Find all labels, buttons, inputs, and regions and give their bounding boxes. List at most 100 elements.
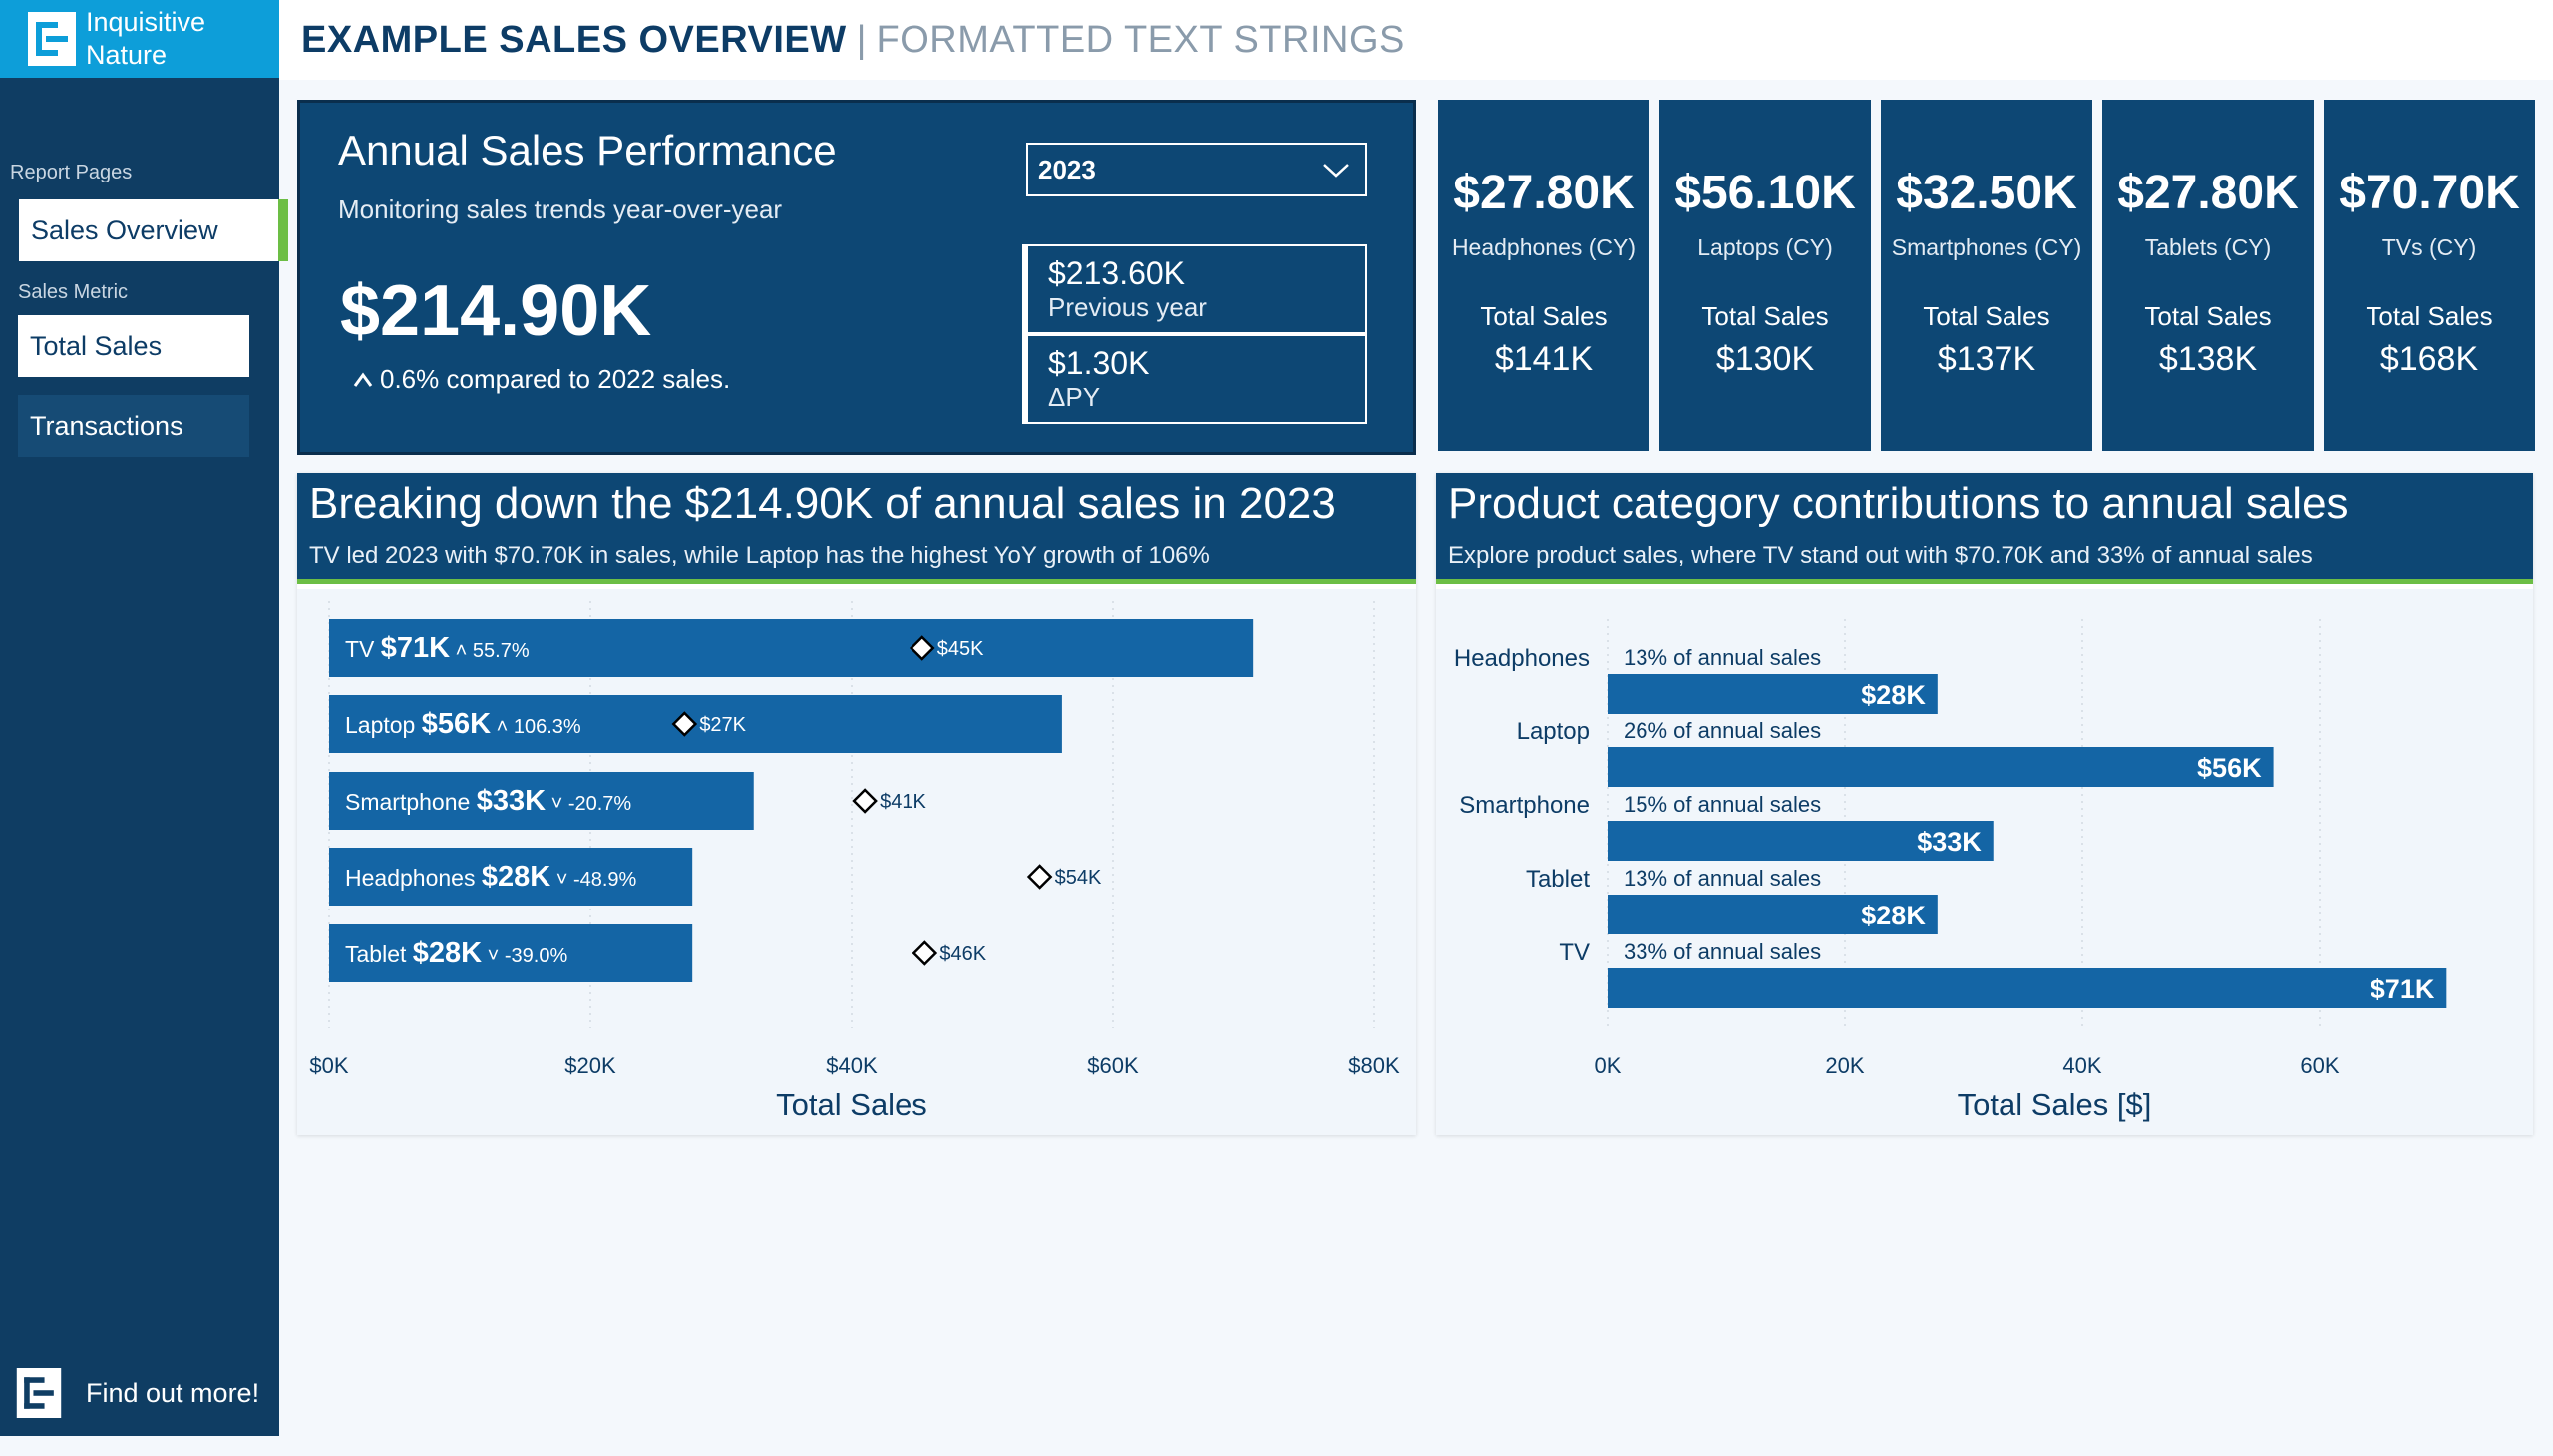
x-tick-label: 60K — [2300, 1053, 2339, 1078]
category-label: Tablet — [1526, 866, 1590, 893]
previous-year-marker[interactable] — [1026, 864, 1053, 890]
bar[interactable] — [329, 772, 754, 830]
kpi-category: TVs (CY) — [2381, 234, 2477, 260]
logo[interactable]: Inquisitive Nature — [0, 0, 279, 78]
previous-year-label: $45K — [937, 638, 984, 660]
previous-year-label: Previous year — [1048, 292, 1207, 322]
delta-py-box: $1.30K ΔPY — [1022, 334, 1367, 424]
x-tick-label: $0K — [309, 1053, 348, 1078]
category-label: TV — [1559, 939, 1590, 966]
kpi-total-label: Total Sales — [1923, 301, 2050, 331]
previous-year-marker[interactable] — [671, 711, 698, 737]
arrow-up-icon — [353, 372, 373, 387]
x-tick-label: 40K — [2062, 1053, 2101, 1078]
report-pages-label: Report Pages — [10, 162, 133, 183]
kpi-total-value: $138K — [2158, 340, 2258, 378]
x-tick-label: $20K — [564, 1053, 616, 1078]
bar-label: TV $71K ˄ 55.7% — [345, 632, 530, 664]
kpi-category: Laptops (CY) — [1697, 234, 1833, 260]
bar-label: Tablet $28K ˅ -39.0% — [345, 937, 567, 969]
share-label: 33% of annual sales — [1624, 939, 1821, 964]
kpi-total-value: $130K — [1715, 340, 1815, 378]
page-transactions[interactable]: Transactions — [18, 395, 249, 457]
bar-value-label: $28K — [1861, 680, 1926, 710]
bar-value-label: $71K — [2371, 974, 2435, 1004]
chevron-down-icon — [1323, 164, 1349, 178]
annual-sales-card: Annual Sales Performance Monitoring sale… — [297, 100, 1416, 455]
bar[interactable] — [1608, 747, 2274, 787]
kpi-total-label: Total Sales — [1701, 301, 1829, 331]
annual-total: $214.90K — [340, 271, 652, 351]
kpi-card-smartphones: $32.50K Smartphones (CY) Total Sales $13… — [1881, 100, 2092, 451]
kpi-value: $27.80K — [2117, 167, 2299, 219]
category-label: Laptop — [1517, 718, 1590, 745]
delta-py-label: ΔPY — [1048, 382, 1101, 412]
delta-py-value: $1.30K — [1048, 345, 1150, 381]
kpi-total-label: Total Sales — [2144, 301, 2272, 331]
bar[interactable] — [1608, 968, 2447, 1008]
annual-comparison: 0.6% compared to 2022 sales. — [352, 364, 730, 395]
year-dropdown[interactable]: 2023 — [1026, 143, 1367, 196]
breakdown-subtitle: TV led 2023 with $70.70K in sales, while… — [309, 543, 1210, 569]
previous-year-marker[interactable] — [912, 940, 938, 966]
previous-year-label: $46K — [939, 943, 986, 965]
share-label: 13% of annual sales — [1624, 645, 1821, 670]
bar[interactable] — [1608, 821, 1994, 861]
annual-title: Annual Sales Performance — [338, 127, 837, 174]
bar-label: Headphones $28K ˅ -48.9% — [345, 861, 637, 893]
find-out-more-label: Find out more! — [86, 1377, 260, 1408]
category-label: Smartphone — [1459, 792, 1590, 819]
contribution-subtitle: Explore product sales, where TV stand ou… — [1448, 543, 2313, 569]
share-label: 13% of annual sales — [1624, 866, 1821, 891]
logo-line-1: Inquisitive — [86, 7, 206, 37]
contribution-title: Product category contributions to annual… — [1448, 479, 2349, 528]
contribution-panel: Product category contributions to annual… — [1436, 473, 2533, 1135]
share-label: 26% of annual sales — [1624, 718, 1821, 743]
annual-subtitle: Monitoring sales trends year-over-year — [338, 194, 783, 224]
breakdown-chart: $0K $20K $40K $60K $80K Total Sales TV $71K ˄ … — [309, 601, 1400, 1122]
find-out-more-link[interactable]: Find out more! — [16, 1368, 259, 1418]
breakdown-panel: Breaking down the $214.90K of annual sal… — [297, 473, 1416, 1135]
kpi-total-label: Total Sales — [2366, 301, 2493, 331]
breakdown-chart-area: $0K $20K $40K $60K $80K Total Sales TV $71K ˄ … — [297, 589, 1416, 1135]
bar[interactable] — [329, 619, 1254, 677]
kpi-category: Smartphones (CY) — [1891, 234, 2082, 260]
bar[interactable] — [1608, 674, 1938, 714]
kpi-card-headphones: $27.80K Headphones (CY) Total Sales $141… — [1438, 100, 1649, 451]
x-tick-label: $60K — [1087, 1053, 1139, 1078]
kpi-total-value: $141K — [1494, 340, 1594, 378]
x-axis-title: Total Sales — [776, 1087, 927, 1122]
kpi-card-tvs: $70.70K TVs (CY) Total Sales $168K — [2324, 100, 2535, 451]
bar[interactable] — [329, 924, 693, 982]
previous-year-marker[interactable] — [852, 788, 878, 814]
bar-label: Laptop $56K ˄ 106.3% — [345, 708, 581, 740]
kpi-total-value: $137K — [1937, 340, 2036, 378]
share-label: 15% of annual sales — [1624, 792, 1821, 817]
previous-year-value: $213.60K — [1048, 255, 1186, 291]
bar[interactable] — [1608, 895, 1938, 934]
previous-year-label: $27K — [699, 714, 746, 736]
bar-value-label: $28K — [1861, 901, 1926, 930]
kpi-value: $27.80K — [1453, 167, 1635, 219]
logo-icon — [28, 12, 76, 66]
sales-metric-label: Sales Metric — [18, 281, 129, 303]
page-sales-overview[interactable]: Sales Overview — [19, 199, 288, 261]
previous-year-box: $213.60K Previous year — [1022, 244, 1367, 334]
breakdown-title: Breaking down the $214.90K of annual sal… — [309, 479, 1336, 528]
previous-year-marker[interactable] — [909, 635, 935, 661]
contribution-panel-header: Product category contributions to annual… — [1436, 473, 2533, 584]
x-tick-label: $80K — [1348, 1053, 1400, 1078]
sales-metric-select[interactable]: Total Sales — [18, 315, 249, 377]
kpi-value: $56.10K — [1674, 167, 1856, 219]
kpi-card-tablets: $27.80K Tablets (CY) Total Sales $138K — [2102, 100, 2314, 451]
contribution-chart-area: 0K 20K 40K 60K Total Sales [$] Headphones 13% … — [1436, 589, 2533, 1135]
bar[interactable] — [329, 848, 693, 906]
x-tick-label: 0K — [1595, 1053, 1622, 1078]
sidebar: Inquisitive Nature Report Pages Sales Ov… — [0, 0, 288, 1436]
kpi-total-label: Total Sales — [1480, 301, 1608, 331]
kpi-category: Headphones (CY) — [1451, 234, 1637, 260]
logo-small-icon — [16, 1368, 62, 1418]
category-label: Headphones — [1454, 645, 1590, 672]
kpi-card-laptops: $56.10K Laptops (CY) Total Sales $130K — [1659, 100, 1871, 451]
x-axis-title: Total Sales [$] — [1958, 1087, 2152, 1122]
